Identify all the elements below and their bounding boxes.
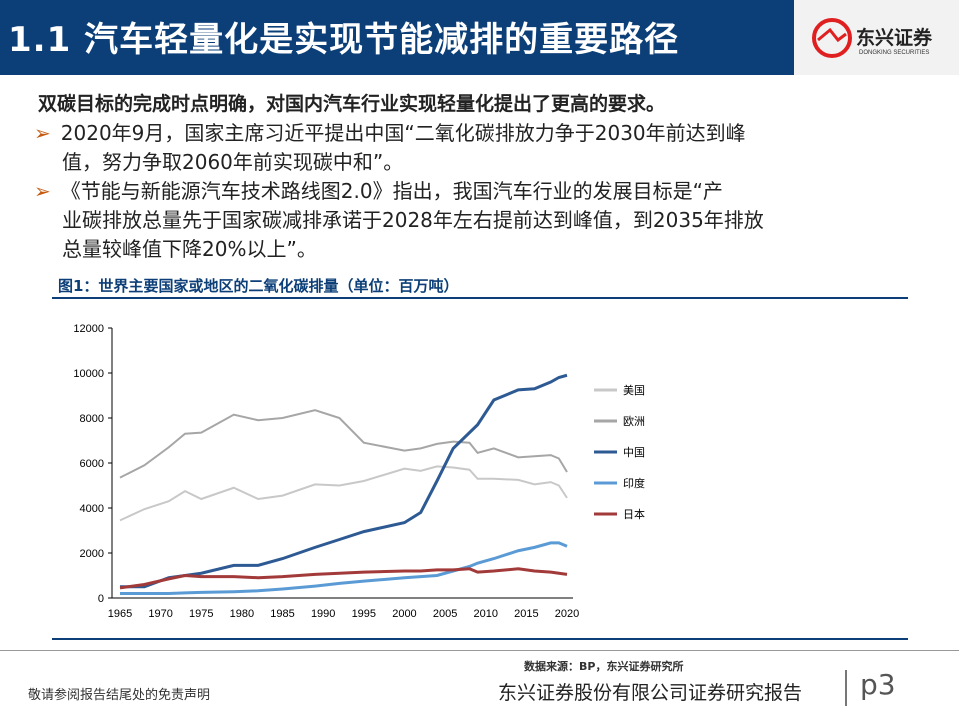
legend-label: 印度 <box>623 476 645 490</box>
legend-label: 美国 <box>623 384 645 397</box>
bullet-1-cont: 值，努力争取2060年前实现碳中和”。 <box>62 150 404 174</box>
divider <box>52 638 908 640</box>
logo: 东兴证券 DONGKING SECURITIES <box>794 0 959 75</box>
legend-label: 欧洲 <box>623 415 645 428</box>
y-tick-label: 2000 <box>80 548 104 560</box>
lead-text: 双碳目标的完成时点明确，对国内汽车行业实现轻量化提出了更高的要求。 <box>38 93 666 115</box>
legend-label: 中国 <box>623 446 645 459</box>
divider <box>845 670 847 706</box>
legend-label: 日本 <box>623 507 645 521</box>
arrow-right-icon: ➢ <box>34 179 51 203</box>
x-tick-label: 2010 <box>473 608 497 620</box>
page-number: p3 <box>860 668 896 701</box>
arrow-right-icon: ➢ <box>34 121 51 145</box>
x-tick-label: 2020 <box>555 608 579 620</box>
figure-title: 图1：世界主要国家或地区的二氧化碳排量（单位：百万吨） <box>58 277 459 295</box>
series-line-中国 <box>120 373 568 589</box>
x-tick-label: 1970 <box>148 608 172 620</box>
bullet-2-cont: 业碳排放总量先于国家碳减排承诺于2028年左右提前达到峰值，到2035年排放 <box>62 208 764 232</box>
series-line-日本 <box>119 567 568 590</box>
x-tick-label: 1985 <box>270 608 294 620</box>
x-tick-label: 2000 <box>392 608 416 620</box>
y-tick-label: 12000 <box>73 323 104 335</box>
svg-text:DONGKING SECURITIES: DONGKING SECURITIES <box>859 50 929 56</box>
x-tick-label: 2015 <box>514 608 538 620</box>
disclaimer: 敬请参阅报告结尾处的免责声明 <box>28 688 211 703</box>
x-tick-label: 1990 <box>311 608 335 620</box>
x-tick-label: 1995 <box>352 608 376 620</box>
series-line-美国 <box>119 465 568 522</box>
x-tick-label: 1975 <box>189 608 213 620</box>
y-tick-label: 8000 <box>80 413 104 425</box>
x-tick-label: 1965 <box>108 608 132 620</box>
divider <box>52 297 908 299</box>
y-tick-label: 4000 <box>80 503 104 515</box>
bullet-2: ➢ 《节能与新能源汽车技术路线图2.0》指出，我国汽车行业的发展目标是“产 <box>34 179 723 203</box>
page-title: 1.1 汽车轻量化是实现节能减排的重要路径 <box>8 20 680 60</box>
source-note: 数据来源：BP，东兴证券研究所 <box>524 660 684 673</box>
y-tick-label: 6000 <box>80 458 104 470</box>
series-line-欧洲 <box>119 409 568 479</box>
x-tick-label: 1980 <box>230 608 254 620</box>
header-bar: 1.1 汽车轻量化是实现节能减排的重要路径 <box>0 0 794 75</box>
bullet-1: ➢ 2020年9月，国家主席习近平提出中国“二氧化碳排放力争于2030年前达到峰 <box>34 121 746 145</box>
bullet-2-cont: 总量较峰值下降20%以上”。 <box>62 237 317 261</box>
x-tick-label: 2005 <box>433 608 457 620</box>
y-tick-label: 0 <box>98 593 104 605</box>
y-tick-label: 10000 <box>73 368 104 380</box>
company-name: 东兴证券股份有限公司证券研究报告 <box>498 682 803 704</box>
series-line-印度 <box>120 541 568 595</box>
svg-text:东兴证券: 东兴证券 <box>856 26 933 49</box>
co2-chart: 0 2000 4000 6000 8000 10000 12000 1965 1970 1975 1… <box>73 323 645 620</box>
divider <box>0 650 959 651</box>
